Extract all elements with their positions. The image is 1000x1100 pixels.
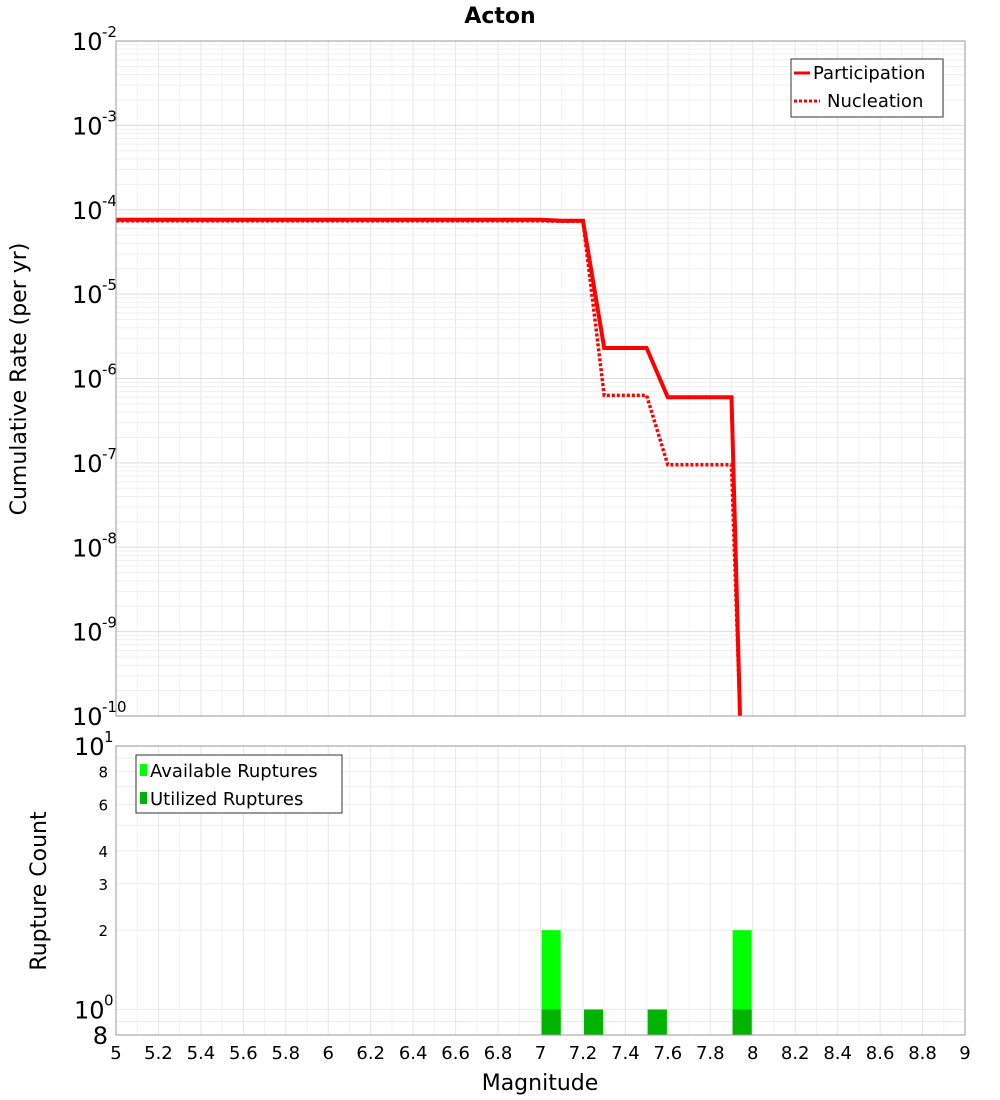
legend-available-label: Available Ruptures — [150, 761, 318, 782]
legend-nucleation-label: Nucleation — [827, 91, 923, 112]
rate-y-tick-exponent: -6 — [102, 361, 117, 379]
rate-y-tick-base: 10 — [72, 281, 103, 309]
utilized-ruptures-bar — [732, 1009, 752, 1035]
rate-y-tick-base: 10 — [72, 112, 103, 140]
x-tick-label: 7 — [535, 1043, 546, 1064]
legend-available-swatch — [140, 764, 147, 776]
rate-y-tick-exponent: -3 — [102, 107, 117, 125]
x-tick-label: 6.2 — [356, 1043, 385, 1064]
x-tick-label: 8.4 — [823, 1043, 852, 1064]
x-tick-label: 8.6 — [866, 1043, 895, 1064]
rate-y-tick: 10 -8 — [72, 529, 117, 562]
rate-y-tick: 10 -7 — [72, 445, 117, 478]
legend-participation-label: Participation — [813, 63, 925, 84]
rate-y-tick-base: 10 — [72, 197, 103, 225]
count-y-tick-exponent: 0 — [104, 991, 114, 1009]
x-tick-label: 5.8 — [271, 1043, 300, 1064]
x-tick-label: 8 — [747, 1043, 758, 1064]
x-tick-label: 7.8 — [696, 1043, 725, 1064]
x-tick-label: 8.2 — [781, 1043, 810, 1064]
available-ruptures-bar — [732, 930, 752, 1035]
rate-y-axis-label: Cumulative Rate (per yr) — [7, 243, 32, 516]
legend-utilized-swatch — [140, 792, 147, 804]
rate-plot-series — [116, 217, 742, 717]
count-y-tick: 10 1 — [74, 728, 114, 761]
x-tick-label: 7.4 — [611, 1043, 640, 1064]
rate-plot-y-ticks: 10-210-310-410-510-610-710-810-910-10 — [72, 23, 127, 731]
rate-y-tick-exponent: -4 — [102, 192, 117, 210]
count-legend-box — [135, 754, 343, 814]
x-tick-label: 7.2 — [569, 1043, 598, 1064]
available-ruptures-bar — [541, 930, 561, 1035]
x-tick-label: 6.6 — [441, 1043, 470, 1064]
x-tick-label: 6 — [323, 1043, 334, 1064]
count-y-tick-label: 4 — [98, 843, 108, 861]
rate-y-tick: 10 -9 — [72, 614, 117, 647]
count-y-tick-label: 3 — [98, 876, 108, 894]
rate-y-tick: 10 -4 — [72, 192, 117, 225]
x-tick-label: 6.8 — [484, 1043, 513, 1064]
rate-y-tick-exponent: -9 — [102, 614, 117, 632]
count-plot-x-ticks: 5 5.2 5.4 5.6 5.8 6 6.2 6.4 6.6 6.8 7 7.2 7.4 7.6 7.8 8… — [110, 1043, 970, 1064]
count-y-tick-label: 8 — [93, 1022, 108, 1050]
rate-y-tick-base: 10 — [72, 703, 103, 731]
rate-y-tick: 10 -2 — [72, 23, 117, 56]
rate-plot-grid — [115, 41, 966, 717]
x-tick-label: 9 — [959, 1043, 970, 1064]
count-y-tick: 2 — [98, 922, 108, 940]
rate-y-tick: 10 -5 — [72, 276, 117, 309]
count-y-tick: 8 — [98, 764, 108, 782]
rate-legend: Participation Nucleation — [790, 58, 944, 118]
x-tick-label: 5.4 — [187, 1043, 216, 1064]
count-y-tick: 8 — [93, 1022, 108, 1050]
count-y-tick-exponent: 1 — [104, 728, 114, 746]
utilized-ruptures-bar — [647, 1009, 667, 1035]
count-y-tick-base: 10 — [74, 996, 105, 1024]
count-y-tick-label: 2 — [98, 922, 108, 940]
rate-y-tick-base: 10 — [72, 534, 103, 562]
rate-y-tick-exponent: -8 — [102, 529, 117, 547]
count-y-tick: 10 0 — [74, 991, 114, 1024]
x-tick-label: 5.2 — [144, 1043, 173, 1064]
count-y-tick: 4 — [98, 843, 108, 861]
x-tick-label: 5 — [110, 1043, 121, 1064]
x-tick-label: 6.4 — [399, 1043, 428, 1064]
rate-y-tick-exponent: -7 — [102, 445, 117, 463]
rate-y-tick: 10 -3 — [72, 107, 117, 140]
series-nucleation-line — [116, 219, 742, 717]
count-y-tick-base: 10 — [74, 733, 105, 761]
count-y-tick: 3 — [98, 876, 108, 894]
utilized-ruptures-bar — [584, 1009, 604, 1035]
count-plot-bars — [541, 930, 752, 1035]
rate-y-tick-base: 10 — [72, 619, 103, 647]
rate-y-tick: 10 -10 — [72, 698, 127, 731]
rate-y-tick-exponent: -10 — [102, 698, 127, 716]
rate-y-tick-exponent: -2 — [102, 23, 117, 41]
count-y-axis-label: Rupture Count — [27, 811, 52, 971]
rate-legend-box — [790, 58, 944, 118]
x-tick-label: 5.6 — [229, 1043, 258, 1064]
rate-y-tick-base: 10 — [72, 28, 103, 56]
x-tick-label: 7.6 — [654, 1043, 683, 1064]
utilized-ruptures-bar — [541, 1009, 561, 1035]
rate-y-tick-exponent: -5 — [102, 276, 117, 294]
count-y-tick-label: 8 — [98, 764, 108, 782]
chart-title: Acton — [464, 4, 535, 29]
rate-y-tick-base: 10 — [72, 450, 103, 478]
rate-plot: 10-210-310-410-510-610-710-810-910-10 Cu… — [7, 23, 966, 731]
rate-plot-frame — [115, 40, 966, 717]
count-y-tick: 6 — [98, 796, 108, 814]
rate-y-tick: 10 -6 — [72, 361, 117, 394]
rate-y-tick-base: 10 — [72, 366, 103, 394]
x-tick-label: 8.8 — [908, 1043, 937, 1064]
x-axis-label: Magnitude — [482, 1071, 599, 1096]
count-legend: Available Ruptures Utilized Ruptures — [135, 754, 343, 814]
count-plot-frame — [115, 745, 966, 1036]
legend-utilized-label: Utilized Ruptures — [150, 789, 303, 810]
count-y-tick-label: 6 — [98, 796, 108, 814]
